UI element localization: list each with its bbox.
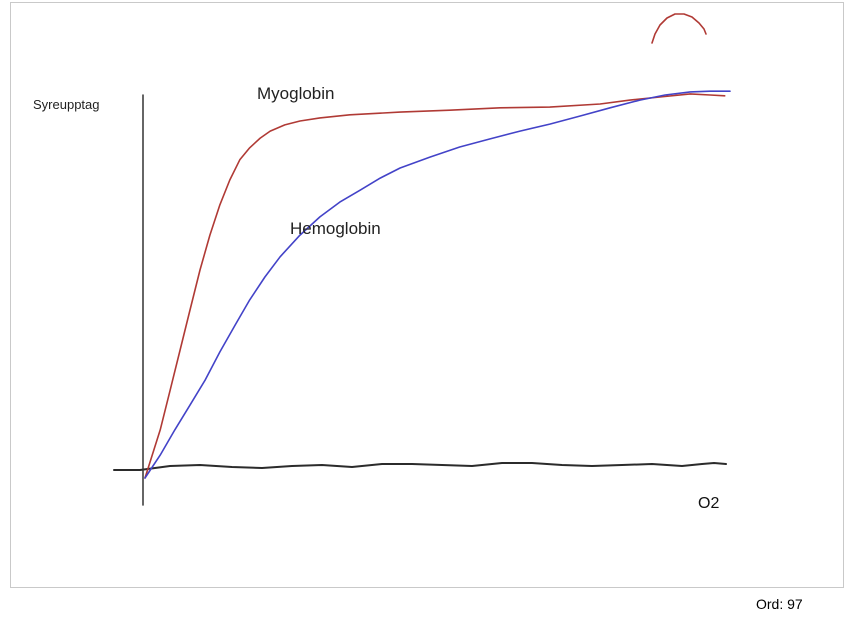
hemoglobin-label: Hemoglobin xyxy=(290,219,381,238)
y-axis-label: Syreupptag xyxy=(33,97,100,112)
myoglobin-label: Myoglobin xyxy=(257,84,335,103)
word-count: Ord: 97 xyxy=(756,596,803,612)
x-axis-label: O2 xyxy=(698,495,720,512)
